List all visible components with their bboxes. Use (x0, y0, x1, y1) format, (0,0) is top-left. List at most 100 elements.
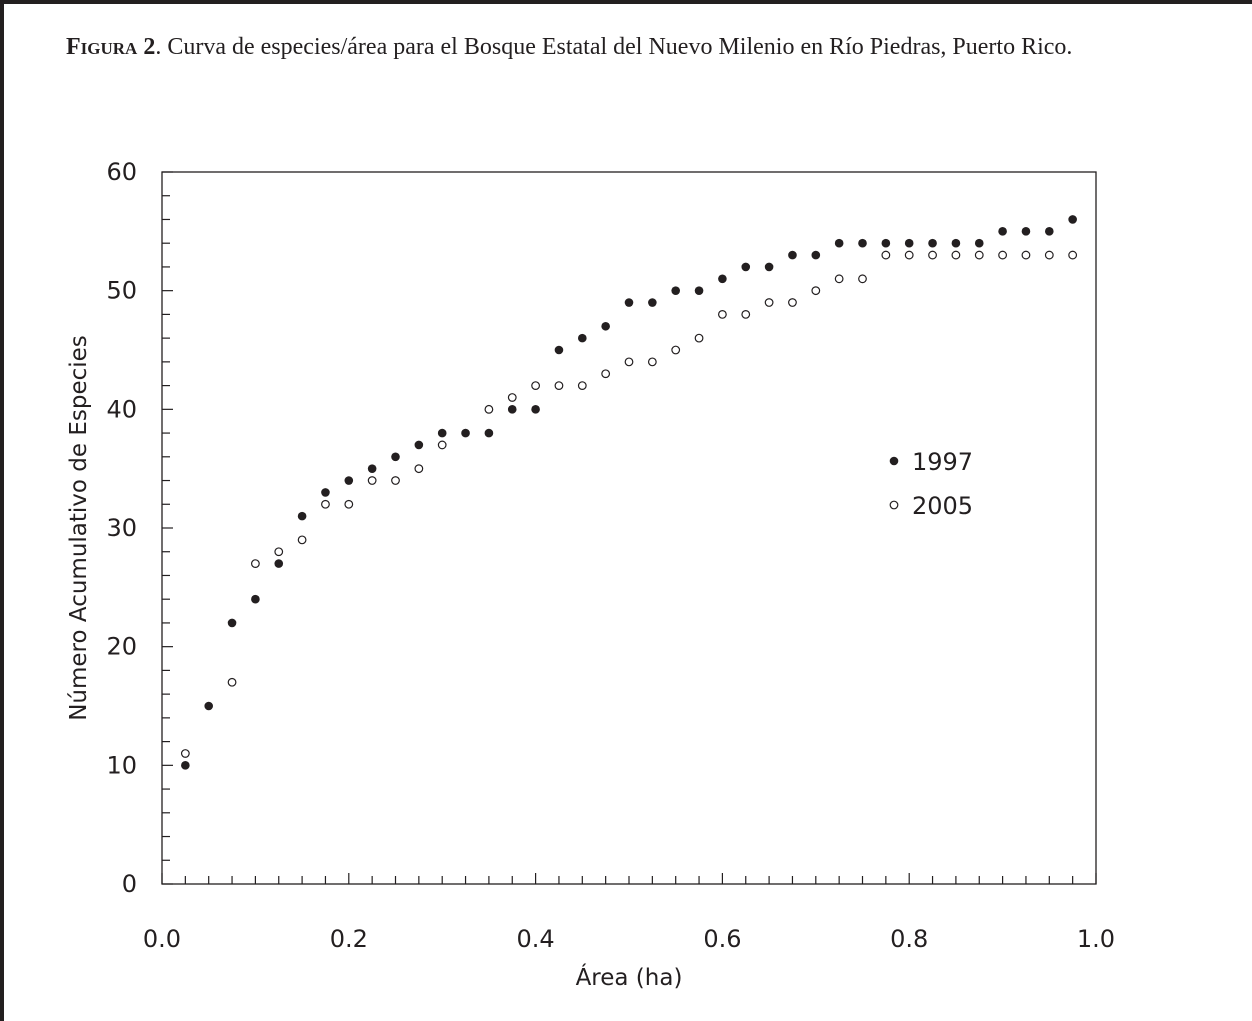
legend-label: 1997 (912, 448, 973, 476)
point-2005 (577, 381, 587, 391)
point-1997 (507, 405, 517, 414)
caption-label: Figura (66, 34, 138, 60)
point-2005 (928, 250, 937, 260)
point-2005 (180, 749, 190, 758)
point-1997 (1045, 227, 1054, 236)
point-2005 (250, 559, 260, 568)
point-1997 (274, 559, 284, 568)
point-2005 (718, 310, 727, 319)
plot-frame (161, 171, 1097, 885)
point-1997 (998, 227, 1007, 236)
axis-ticks (161, 171, 1097, 885)
point-1997 (624, 298, 634, 307)
point-1997 (788, 250, 797, 260)
point-1997 (391, 452, 400, 462)
point-1997 (928, 238, 937, 248)
legend-marker (889, 500, 899, 510)
point-1997 (554, 345, 564, 355)
point-2005 (1068, 250, 1078, 260)
y-tick-label: 20 (106, 633, 137, 661)
y-tick-label: 40 (106, 395, 137, 423)
point-1997 (367, 464, 377, 473)
point-2005 (554, 381, 564, 391)
point-2005 (1044, 250, 1054, 260)
y-tick-label: 10 (106, 751, 137, 779)
point-1997 (204, 701, 213, 711)
y-tick-label: 30 (106, 514, 137, 542)
y-tick-label: 50 (106, 277, 137, 305)
point-2005 (367, 476, 377, 485)
caption-text: . Curva de especies/área para el Bosque … (155, 34, 1073, 60)
point-1997 (344, 476, 354, 485)
point-2005 (227, 677, 237, 687)
point-1997 (414, 440, 424, 450)
point-2005 (998, 250, 1007, 260)
point-1997 (951, 238, 961, 248)
point-2005 (904, 250, 914, 260)
data-points (180, 215, 1078, 770)
legend-label: 2005 (912, 492, 973, 520)
point-1997 (181, 761, 190, 770)
figure-caption: Figura 2. Curva de especies/área para el… (66, 30, 1216, 65)
point-1997 (461, 428, 470, 438)
point-2005 (671, 345, 681, 355)
point-1997 (484, 428, 494, 438)
point-1997 (578, 333, 587, 343)
point-2005 (694, 333, 704, 343)
y-tick-label: 0 (122, 870, 137, 898)
point-2005 (507, 393, 517, 402)
point-2005 (344, 499, 354, 509)
x-axis-label: Área (ha) (576, 963, 683, 991)
point-1997 (648, 298, 657, 307)
point-2005 (741, 310, 751, 319)
point-1997 (694, 286, 704, 295)
point-1997 (881, 238, 891, 248)
point-2005 (531, 381, 540, 391)
point-2005 (1021, 250, 1031, 260)
point-1997 (974, 238, 984, 248)
caption-number: 2 (143, 34, 156, 60)
point-2005 (974, 250, 984, 260)
point-1997 (834, 238, 844, 248)
point-2005 (484, 404, 494, 414)
point-1997 (764, 262, 774, 272)
x-tick-label: 0.8 (890, 925, 928, 953)
x-tick-label: 0.0 (143, 925, 181, 953)
point-1997 (718, 274, 727, 284)
point-2005 (951, 250, 961, 260)
point-2005 (788, 298, 797, 307)
point-1997 (321, 488, 330, 497)
point-2005 (647, 357, 657, 367)
point-1997 (531, 405, 540, 414)
point-2005 (437, 440, 447, 450)
x-tick-label: 0.2 (330, 925, 368, 953)
point-2005 (811, 286, 821, 296)
point-2005 (321, 499, 330, 509)
point-2005 (764, 298, 774, 307)
point-2005 (414, 464, 424, 474)
point-1997 (437, 428, 447, 438)
point-1997 (741, 262, 751, 272)
point-2005 (391, 476, 400, 485)
point-1997 (1021, 227, 1031, 236)
point-1997 (251, 594, 260, 604)
point-1997 (227, 618, 237, 628)
x-tick-label: 1.0 (1077, 925, 1115, 953)
point-2005 (881, 250, 891, 260)
point-2005 (834, 274, 844, 284)
y-tick-label: 60 (106, 158, 137, 186)
point-1997 (297, 511, 307, 521)
point-1997 (811, 250, 821, 260)
y-axis-label: Número Acumulativo de Especies (66, 335, 92, 721)
point-1997 (1068, 215, 1077, 224)
point-2005 (624, 357, 634, 367)
x-tick-label: 0.4 (517, 925, 555, 953)
point-1997 (858, 238, 867, 248)
tick-labels: 0.0 0.2 0.4 0.6 0.8 1.0 0 10 20 30 40 50 60 (106, 158, 1115, 953)
legend-marker (889, 456, 899, 466)
point-1997 (671, 286, 680, 295)
point-1997 (904, 238, 914, 248)
x-tick-label: 0.6 (703, 925, 741, 953)
